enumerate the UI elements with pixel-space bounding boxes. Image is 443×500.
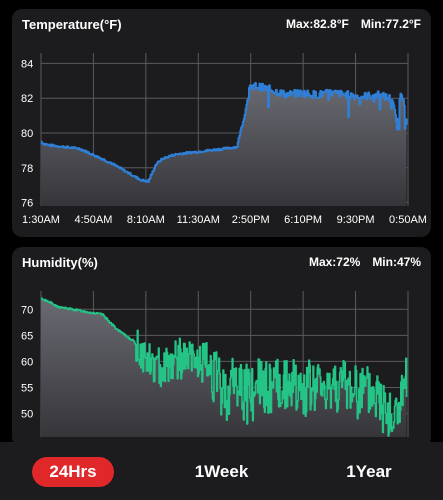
temperature-xtick-label: 8:10AM (127, 214, 165, 226)
temperature-ytick-label: 80 (21, 128, 33, 140)
temperature-xtick-label: 0:50AM (389, 214, 427, 226)
humidity-series-line (40, 297, 408, 437)
temperature-ytick-label: 82 (21, 93, 33, 105)
humidity-min: Min:47% (372, 255, 421, 269)
temperature-xtick-label: 9:30PM (337, 214, 375, 226)
temperature-max: Max:82.8°F (286, 17, 349, 31)
humidity-ytick-label: 65 (21, 330, 33, 342)
humidity-card: 50 55 60 65 70 Humidity(%) Max:72% Min:47% (12, 247, 431, 447)
temperature-xtick-label: 4:50AM (74, 214, 112, 226)
temperature-card: 76 78 80 82 84 1:30AM 4:50AM 8:10AM 11:30AM 2:50P… (12, 9, 431, 237)
tab-1year[interactable]: 1Year (346, 462, 392, 481)
humidity-stats: Max:72% Min:47% (309, 255, 421, 269)
temperature-area-fill (41, 83, 407, 206)
temperature-min: Min:77.2°F (360, 17, 421, 31)
humidity-ytick-label: 55 (21, 382, 33, 394)
temperature-ytick-label: 78 (21, 163, 33, 175)
temperature-xtick-label: 1:30AM (22, 214, 60, 226)
humidity-title: Humidity(%) (22, 255, 98, 270)
temperature-stats: Max:82.8°F Min:77.2°F (286, 17, 421, 31)
temperature-xtick-label: 11:30AM (177, 214, 220, 226)
humidity-ytick-label: 60 (21, 356, 33, 368)
temperature-chart: 76 78 80 82 84 1:30AM 4:50AM 8:10AM 11:30AM 2:50P… (21, 53, 427, 226)
tab-1week[interactable]: 1Week (194, 462, 249, 481)
temperature-ytick-label: 76 (21, 198, 33, 210)
temperature-series-line (40, 82, 408, 183)
humidity-ytick-label: 50 (21, 409, 33, 421)
humidity-area-fill (41, 298, 407, 437)
range-tab-bar: 24Hrs 1Week 1Year (0, 442, 443, 500)
temperature-ytick-label: 84 (21, 58, 33, 70)
humidity-max: Max:72% (308, 255, 361, 269)
temperature-title: Temperature(°F) (22, 17, 122, 32)
humidity-chart: 50 55 60 65 70 (21, 291, 409, 437)
temperature-xtick-label: 2:50PM (232, 214, 270, 226)
humidity-ytick-label: 70 (21, 304, 33, 316)
temperature-xtick-label: 6:10PM (284, 214, 322, 226)
tab-24hrs[interactable]: 24Hrs (32, 457, 114, 487)
